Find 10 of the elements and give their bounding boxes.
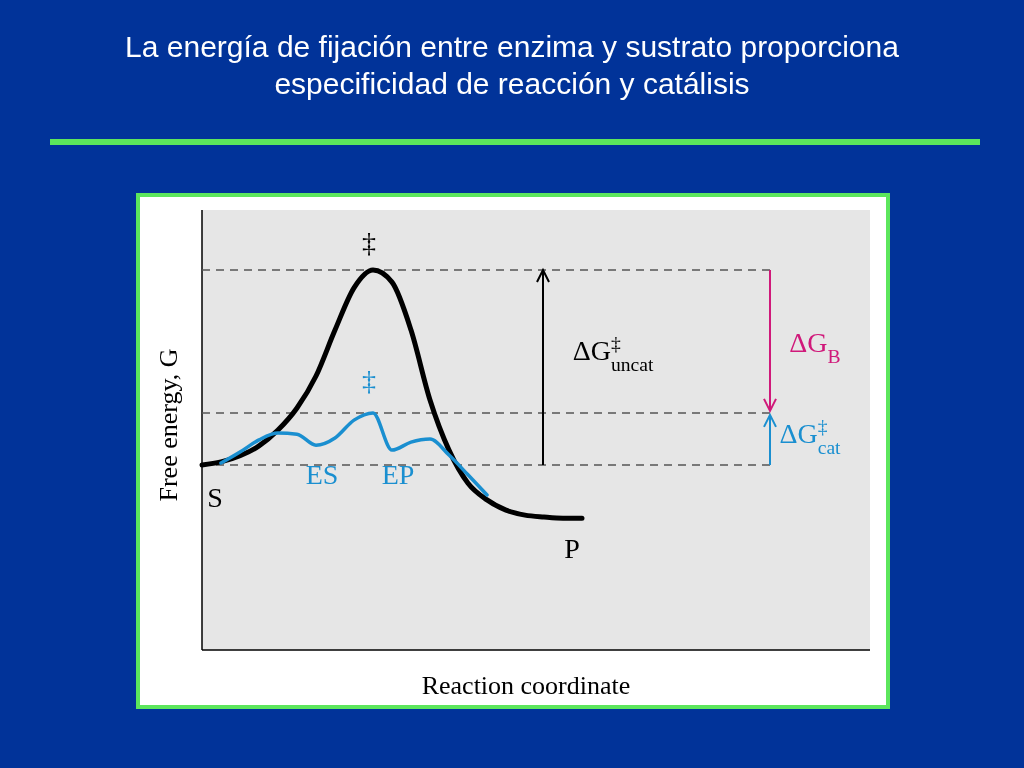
text: ΔG$_{B}$ — [789, 327, 841, 367]
annotation: S — [207, 482, 223, 513]
x-axis-title: Reaction coordinate — [421, 671, 631, 700]
text: ‡ — [362, 227, 376, 258]
annotation: EP — [381, 459, 415, 490]
annotation: P — [564, 533, 580, 564]
chart-title: La energía de fijación entre enzima y sustrato proporciona especificidad de reacción y catálisis — [124, 29, 900, 102]
annotation: ES — [305, 459, 339, 490]
y-axis-title: Free energy, G — [154, 348, 183, 502]
annotation: ‡ — [362, 365, 376, 396]
